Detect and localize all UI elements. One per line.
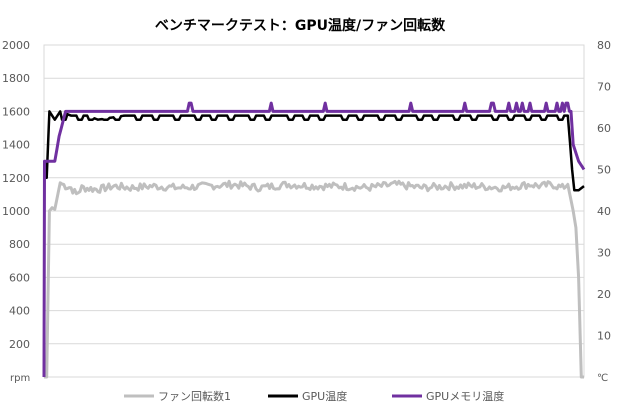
legend-label: GPUメモリ温度 — [426, 389, 504, 403]
right-tick-label: 80 — [597, 39, 611, 52]
left-tick-label: 400 — [9, 305, 30, 318]
left-tick-label: 1800 — [2, 72, 30, 85]
left-tick-label: 800 — [9, 238, 30, 251]
left-tick-label: 1200 — [2, 172, 30, 185]
left-tick-label: 2000 — [2, 39, 30, 52]
left-tick-label: 1400 — [2, 139, 30, 152]
series-layer — [42, 101, 586, 379]
series-line — [42, 101, 586, 378]
chart-title: ベンチマークテスト：GPU温度/ファン回転数 — [155, 17, 446, 34]
series-line — [44, 110, 585, 192]
legend-label: GPU温度 — [302, 389, 347, 403]
right-tick-label: 20 — [597, 288, 611, 301]
right-axis-unit: ℃ — [597, 373, 608, 384]
left-tick-label: 600 — [9, 271, 30, 284]
left-tick-label: 1600 — [2, 105, 30, 118]
right-tick-label: 10 — [597, 330, 611, 343]
right-tick-label: 60 — [597, 122, 611, 135]
legend: ファン回転数1 GPU温度 GPUメモリ温度 — [124, 389, 504, 403]
left-axis-unit: rpm — [10, 373, 30, 384]
legend-label: ファン回転数1 — [158, 390, 231, 403]
left-axis-ticks: 200 400 600 800 1000 1200 1400 1600 1800 2000 — [2, 39, 30, 351]
left-tick-label: 200 — [9, 338, 30, 351]
right-tick-label: 70 — [597, 81, 611, 94]
series-line — [43, 179, 584, 379]
right-axis-ticks: 10 20 30 40 50 60 70 80 — [597, 39, 611, 343]
right-tick-label: 30 — [597, 247, 611, 260]
right-tick-label: 40 — [597, 205, 611, 218]
gridlines — [44, 44, 584, 345]
left-tick-label: 1000 — [2, 205, 30, 218]
right-tick-label: 50 — [597, 164, 611, 177]
